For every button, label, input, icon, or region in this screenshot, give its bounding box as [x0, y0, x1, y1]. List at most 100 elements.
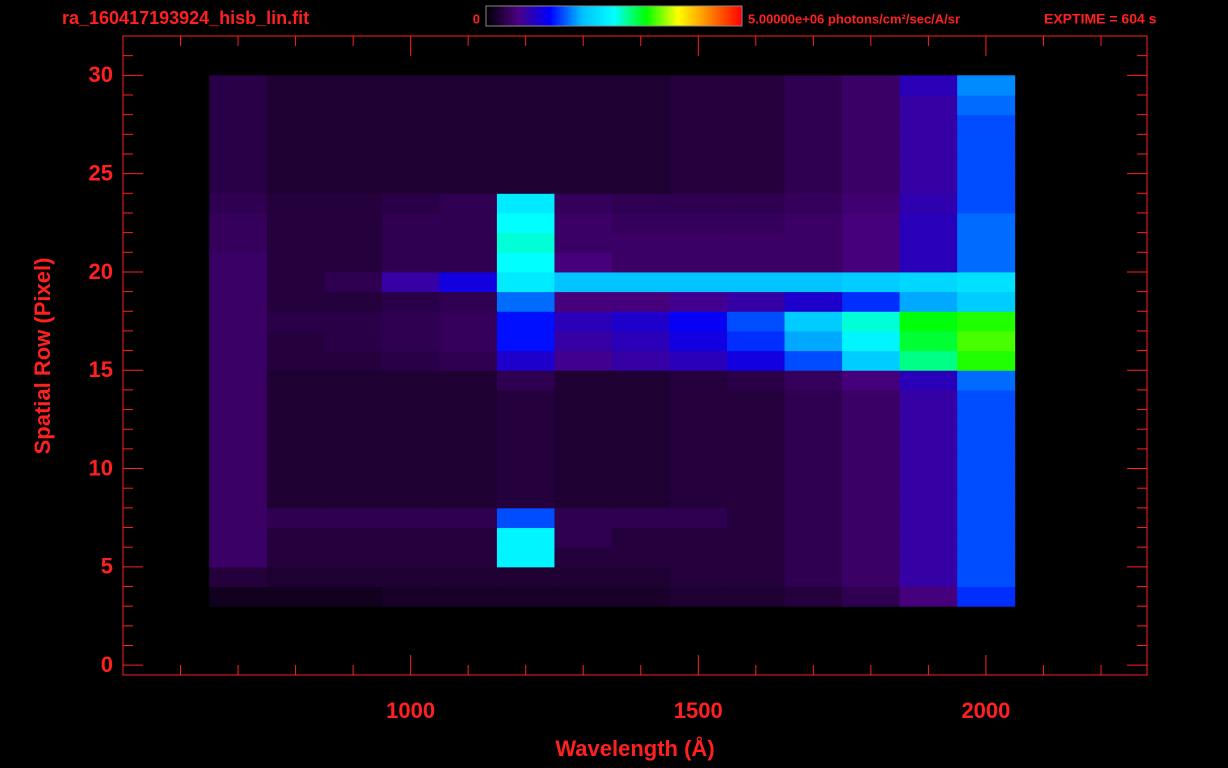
heatmap-cell	[842, 173, 901, 194]
heatmap-cell	[899, 448, 958, 470]
heatmap-cell	[611, 507, 671, 529]
colorbar-swatch	[694, 6, 697, 26]
colorbar-swatch	[490, 6, 493, 26]
heatmap-cell	[324, 547, 383, 568]
heatmap-cell	[324, 507, 383, 529]
heatmap-cell	[957, 566, 1016, 588]
heatmap-cell	[439, 134, 498, 155]
heatmap-cell	[727, 507, 786, 529]
heatmap-cell	[842, 409, 901, 430]
heatmap-cell	[209, 232, 268, 253]
heatmap-cell	[611, 114, 671, 135]
heatmap-cell	[381, 527, 440, 548]
plot-frame	[122, 35, 1148, 676]
colorbar-swatch	[634, 6, 637, 26]
heatmap-cell	[554, 429, 613, 450]
heatmap-cell	[324, 193, 383, 214]
heatmap-cell	[784, 586, 843, 607]
colorbar-swatch	[590, 6, 593, 26]
heatmap-cell	[957, 527, 1016, 548]
colorbar-swatch	[644, 6, 647, 26]
heatmap-cell	[209, 370, 268, 391]
heatmap-cell	[611, 547, 671, 568]
heatmap-cell	[209, 173, 268, 194]
heatmap-cell	[554, 370, 613, 391]
heatmap-cell	[899, 468, 958, 489]
colorbar-swatch	[730, 6, 733, 26]
heatmap-cell	[266, 409, 325, 430]
heatmap-cell	[324, 271, 383, 293]
colorbar-swatch	[726, 6, 729, 26]
colorbar-swatch	[662, 6, 665, 26]
colorbar-swatch	[516, 6, 519, 26]
colorbar-swatch	[622, 6, 625, 26]
heatmap-cell	[784, 252, 843, 273]
heatmap-cell	[611, 350, 671, 371]
heatmap-cell	[727, 153, 786, 175]
heatmap-cell	[669, 409, 728, 430]
colorbar-swatch	[710, 6, 713, 26]
colorbar-swatch	[666, 6, 669, 26]
colorbar-swatch	[712, 6, 715, 26]
heatmap-cell	[957, 507, 1016, 529]
heatmap-cell	[611, 586, 671, 607]
heatmap-cell	[381, 134, 440, 155]
heatmap-cell	[669, 566, 728, 588]
heatmap-cell	[439, 429, 498, 450]
heatmap-cell	[784, 75, 843, 96]
colorbar-swatch	[616, 6, 619, 26]
heatmap-cell	[899, 94, 958, 116]
colorbar: 0 5.00000e+06 photons/cm²/sec/A/sr	[473, 5, 960, 27]
y-axis-label: Spatial Row (Pixel)	[30, 258, 55, 455]
heatmap-cell	[266, 330, 325, 352]
colorbar-label: 5.00000e+06 photons/cm²/sec/A/sr	[748, 11, 960, 26]
heatmap-cell	[266, 507, 325, 529]
heatmap-cell	[727, 468, 786, 489]
colorbar-swatch	[680, 6, 683, 26]
heatmap-cell	[784, 193, 843, 214]
heatmap-cell	[439, 173, 498, 194]
colorbar-swatch	[570, 6, 573, 26]
heatmap-cell	[266, 75, 325, 96]
heatmap-cell	[266, 153, 325, 175]
heatmap-cell	[727, 134, 786, 155]
heatmap-cell	[842, 389, 901, 411]
heatmap-cell	[439, 212, 498, 234]
heatmap-cell	[554, 547, 613, 568]
colorbar-swatch	[628, 6, 631, 26]
heatmap-cell	[842, 232, 901, 253]
heatmap-cell	[496, 134, 555, 155]
colorbar-swatch	[552, 6, 555, 26]
heatmap-cell	[554, 232, 613, 253]
heatmap-cell	[324, 114, 383, 135]
heatmap-cell	[784, 134, 843, 155]
heatmap-cell	[381, 311, 440, 332]
heatmap-cell	[899, 134, 958, 155]
heatmap-cell	[669, 488, 728, 509]
colorbar-swatch	[700, 6, 703, 26]
colorbar-swatch	[670, 6, 673, 26]
heatmap-cell	[784, 291, 843, 312]
heatmap-cell	[209, 448, 268, 470]
heatmap-cell	[669, 350, 728, 371]
colorbar-swatch	[504, 6, 507, 26]
colorbar-swatch	[586, 6, 589, 26]
heatmap-cell	[496, 212, 555, 234]
y-tick-label: 20	[89, 259, 113, 284]
heatmap-cell	[554, 271, 613, 293]
heatmap-cell	[381, 114, 440, 135]
colorbar-swatch	[704, 6, 707, 26]
colorbar-swatch	[522, 6, 525, 26]
heatmap-cell	[381, 507, 440, 529]
colorbar-swatch	[636, 6, 639, 26]
heatmap-cell	[842, 586, 901, 607]
colorbar-swatch	[592, 6, 595, 26]
heatmap-cell	[324, 232, 383, 253]
colorbar-swatch	[562, 6, 565, 26]
colorbar-swatch	[574, 6, 577, 26]
heatmap-cell	[727, 409, 786, 430]
heatmap-cell	[899, 173, 958, 194]
heatmap-cell	[842, 488, 901, 509]
heatmap-cell	[669, 212, 728, 234]
heatmap-cell	[209, 193, 268, 214]
